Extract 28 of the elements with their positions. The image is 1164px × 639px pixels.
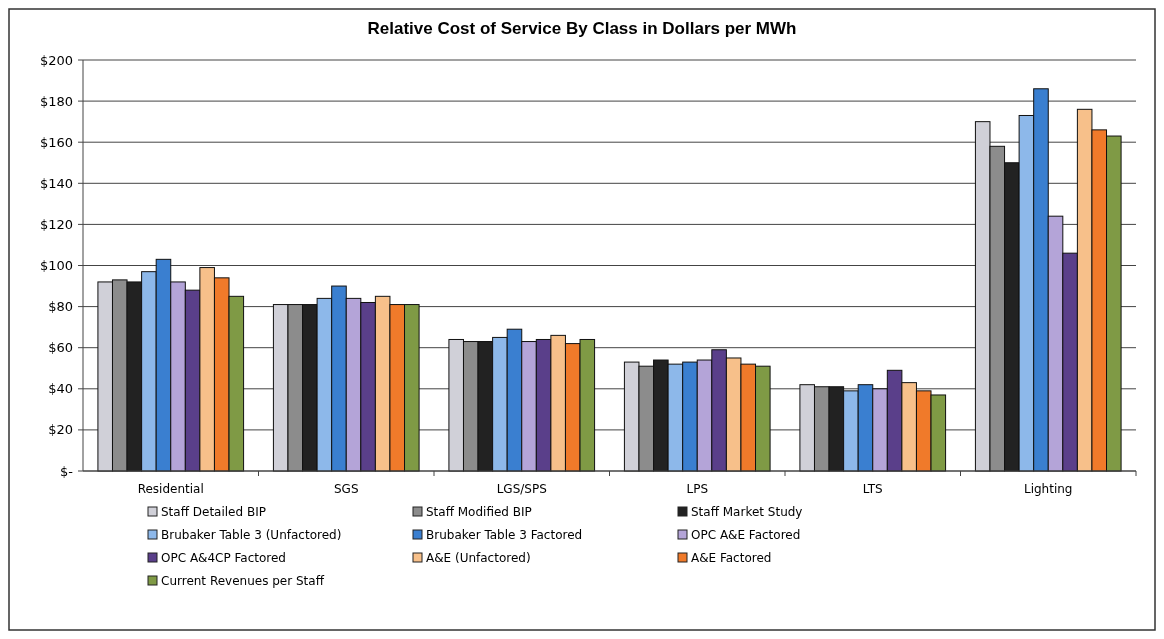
y-tick-label: $100 <box>39 258 73 274</box>
x-tick-label: Lighting <box>1023 482 1073 496</box>
y-tick-label: $120 <box>39 216 73 232</box>
x-tick-label: LGS/SPS <box>496 482 547 496</box>
x-tick-label: SGS <box>333 482 359 496</box>
y-tick-label: $180 <box>39 93 73 109</box>
legend-label: A&E Factored <box>691 551 772 565</box>
y-tick-label: $20 <box>48 422 73 438</box>
y-tick-label: $160 <box>39 134 73 150</box>
legend-label: Staff Modified BIP <box>426 505 532 519</box>
y-tick-label: $200 <box>39 52 73 68</box>
legend-label: Staff Detailed BIP <box>161 505 266 519</box>
x-tick-label: LPS <box>686 482 709 496</box>
y-tick-label: $140 <box>39 175 73 191</box>
y-tick-label: $80 <box>48 299 73 315</box>
legend-label: A&E (Unfactored) <box>426 551 531 565</box>
y-tick-label: $40 <box>48 381 73 397</box>
legend-label: OPC A&4CP Factored <box>161 551 286 565</box>
legend-label: OPC A&E Factored <box>691 528 801 542</box>
legend-label: Staff Market Study <box>691 505 803 519</box>
chart-title: Relative Cost of Service By Class in Dollars per MWh <box>367 19 797 38</box>
x-tick-label: LTS <box>862 482 883 496</box>
legend-label: Current Revenues per Staff <box>161 574 325 588</box>
legend-label: Brubaker Table 3 Factored <box>426 528 583 542</box>
legend-label: Brubaker Table 3 (Unfactored) <box>161 528 342 542</box>
x-tick-label: Residential <box>137 482 204 496</box>
y-tick-label: $- <box>60 463 74 479</box>
y-tick-label: $60 <box>48 340 73 356</box>
